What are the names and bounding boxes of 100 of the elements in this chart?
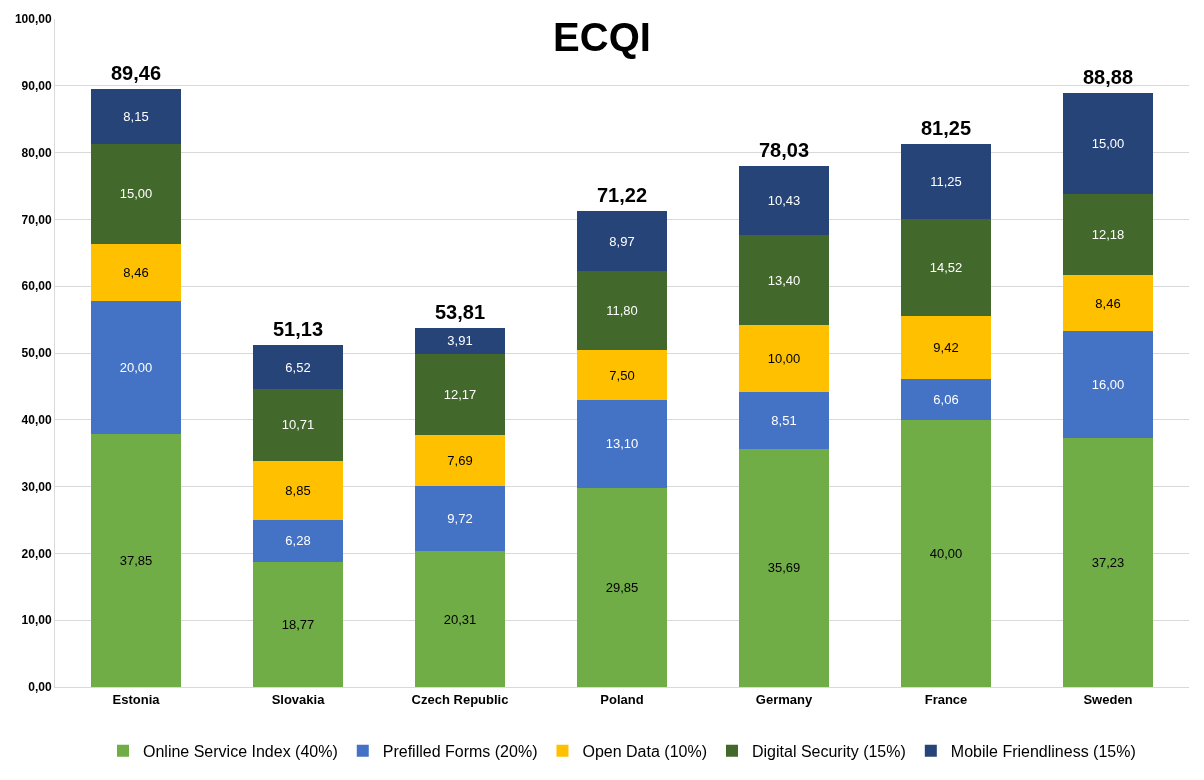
y-tick-label: 50,00 (21, 346, 52, 361)
data-label: 7,69 (447, 453, 473, 469)
legend-label: Online Service Index (40%) (143, 742, 338, 760)
bar (253, 345, 343, 390)
y-tick-label: 100,00 (14, 12, 52, 27)
bar (91, 89, 181, 144)
x-tick-label: Estonia (112, 691, 161, 707)
data-label: 13,40 (767, 272, 801, 288)
bar (91, 434, 181, 687)
data-label: 35,69 (767, 560, 801, 576)
data-label: 37,23 (1091, 555, 1125, 571)
bar (253, 561, 343, 687)
data-label: 8,46 (1095, 295, 1121, 311)
bar (577, 487, 667, 687)
bar (253, 389, 343, 461)
data-label: 8,97 (609, 233, 635, 249)
bar (901, 219, 991, 317)
data-label: 20,00 (119, 359, 153, 375)
data-label: 9,42 (933, 340, 959, 356)
bar (901, 144, 991, 220)
data-label: 8,85 (285, 482, 311, 498)
bar (1063, 274, 1153, 332)
bar (1063, 331, 1153, 439)
bar (253, 460, 343, 520)
bar (1063, 93, 1153, 194)
data-label: 6,06 (933, 392, 959, 408)
total-label: 51,13 (273, 318, 324, 340)
bar (577, 271, 667, 350)
x-tick-label: Sweden (1083, 691, 1133, 707)
bar (577, 349, 667, 401)
bar (739, 235, 829, 325)
bar (739, 324, 829, 392)
data-label: 18,77 (281, 616, 315, 632)
total-label: 89,46 (111, 62, 162, 84)
bar (415, 486, 505, 552)
chart-title: ECQI (553, 15, 651, 60)
total-label: 71,22 (597, 184, 648, 206)
y-tick-label: 70,00 (21, 212, 52, 227)
total-label: 81,25 (921, 117, 972, 139)
bar (415, 551, 505, 687)
data-label: 15,00 (119, 186, 153, 202)
x-tick-label: Germany (755, 691, 813, 707)
legend-label: Open Data (10%) (582, 742, 707, 760)
total-label: 88,88 (1083, 66, 1134, 88)
bar (901, 316, 991, 380)
x-tick-label: Slovakia (271, 691, 326, 707)
y-tick-label: 40,00 (21, 413, 52, 427)
data-label: 6,28 (285, 533, 311, 549)
data-label: 8,51 (771, 412, 797, 428)
y-tick-label: 0,00 (28, 680, 52, 695)
bar (253, 519, 343, 562)
data-label: 6,52 (285, 359, 311, 375)
bar (415, 327, 505, 354)
y-tick-label: 10,00 (21, 613, 52, 628)
bar (739, 391, 829, 449)
bar (1063, 438, 1153, 687)
y-tick-label: 60,00 (21, 279, 52, 294)
data-label: 7,50 (609, 367, 635, 383)
data-label: 10,43 (767, 193, 801, 209)
data-label: 10,71 (281, 417, 315, 433)
data-label: 14,52 (929, 260, 963, 276)
bar (1063, 193, 1153, 275)
x-tick-label: Poland (600, 691, 644, 707)
data-label: 10,00 (767, 350, 801, 366)
y-tick-label: 80,00 (21, 145, 52, 160)
data-label: 3,91 (447, 333, 473, 349)
total-label: 78,03 (759, 139, 810, 161)
legend-label: Prefilled Forms (20%) (382, 742, 538, 760)
x-tick-label: Czech Republic (411, 691, 509, 707)
data-label: 9,72 (447, 511, 473, 527)
data-label: 8,15 (123, 109, 149, 125)
data-label: 12,18 (1091, 226, 1125, 242)
bar (91, 300, 181, 435)
data-label: 16,00 (1091, 377, 1125, 393)
data-label: 11,25 (930, 174, 962, 190)
bar (415, 353, 505, 436)
data-label: 40,00 (929, 545, 963, 561)
bar (739, 165, 829, 236)
x-tick-label: France (924, 691, 968, 707)
bar (901, 379, 991, 420)
y-tick-label: 30,00 (21, 479, 52, 494)
bar (577, 400, 667, 488)
data-label: 11,80 (606, 303, 638, 319)
legend-label: Digital Security (15%) (751, 742, 906, 760)
data-label: 13,10 (605, 436, 639, 452)
y-tick-label: 90,00 (21, 79, 52, 93)
data-label: 29,85 (605, 579, 639, 595)
bar (91, 143, 181, 245)
y-tick-label: 20,00 (21, 546, 52, 561)
legend-label: Mobile Friendliness (15%) (950, 742, 1136, 760)
bar (901, 419, 991, 687)
data-label: 12,17 (443, 386, 477, 402)
data-label: 15,00 (1091, 135, 1125, 151)
bar (739, 448, 829, 687)
bar (415, 435, 505, 487)
data-label: 8,46 (123, 264, 149, 280)
data-label: 37,85 (119, 553, 153, 569)
data-label: 20,31 (443, 611, 477, 627)
total-label: 53,81 (435, 301, 486, 323)
bar (91, 244, 181, 301)
